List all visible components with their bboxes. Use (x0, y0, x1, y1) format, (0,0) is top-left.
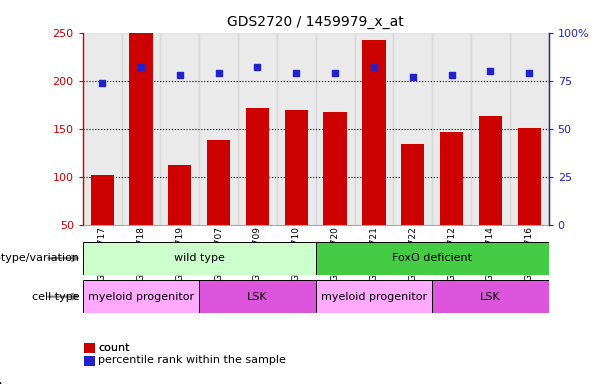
Point (330, 70, 340, 76)
Point (97, 79, 107, 86)
Bar (401, 144, 424, 225)
Point (253, 64, 262, 70)
Bar (440, 132, 463, 225)
Bar (510, 33, 549, 225)
Point (175, 72, 185, 78)
Title: GDS2720 / 1459979_x_at: GDS2720 / 1459979_x_at (227, 15, 404, 29)
Point (369, 64, 379, 70)
Bar (316, 280, 432, 313)
Bar (121, 33, 161, 225)
Bar (246, 108, 269, 225)
Text: count: count (98, 343, 129, 353)
Text: myeloid progenitor: myeloid progenitor (88, 291, 194, 302)
Point (524, 70, 534, 76)
Point (136, 64, 146, 70)
Bar (432, 33, 471, 225)
Bar (479, 116, 502, 225)
Bar (207, 140, 230, 225)
Text: cell type: cell type (32, 291, 80, 302)
Text: percentile rank within the sample: percentile rank within the sample (98, 355, 286, 365)
Bar (316, 33, 354, 225)
Bar (238, 33, 277, 225)
Bar (517, 128, 541, 225)
Bar (91, 175, 114, 225)
Bar (199, 33, 238, 225)
Bar (83, 242, 316, 275)
Point (291, 70, 301, 76)
Bar (129, 23, 153, 225)
Bar (277, 33, 316, 225)
Bar (83, 280, 199, 313)
Bar (316, 242, 549, 275)
Bar (284, 111, 308, 225)
Bar (432, 280, 549, 313)
Point (485, 68, 495, 74)
Bar (354, 33, 394, 225)
Bar (362, 40, 386, 225)
Text: count: count (98, 343, 129, 353)
Text: LSK: LSK (480, 291, 501, 302)
Bar (324, 113, 347, 225)
Text: myeloid progenitor: myeloid progenitor (321, 291, 427, 302)
Point (447, 72, 457, 78)
Bar (199, 280, 316, 313)
Bar (83, 33, 121, 225)
Bar (161, 33, 199, 225)
Text: wild type: wild type (174, 253, 224, 263)
Text: LSK: LSK (247, 291, 268, 302)
Bar (168, 165, 191, 225)
Bar (471, 33, 510, 225)
Bar (394, 33, 432, 225)
Text: genotype/variation: genotype/variation (0, 253, 80, 263)
Point (408, 74, 417, 80)
Text: FoxO deficient: FoxO deficient (392, 253, 472, 263)
Point (214, 70, 224, 76)
